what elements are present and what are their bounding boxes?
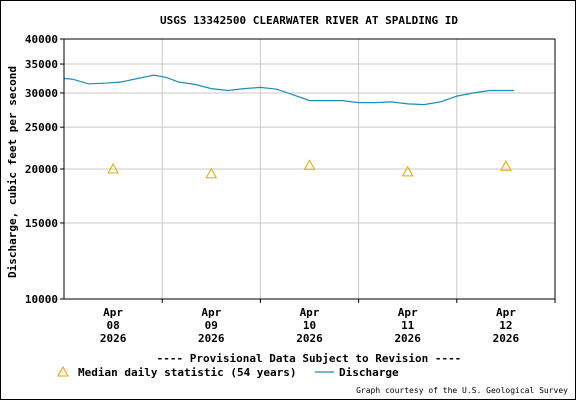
- plot-border: [63, 38, 556, 300]
- median-marker: [107, 162, 119, 174]
- x-tick-label: 08: [106, 319, 119, 332]
- y-tick-label: 10000: [25, 293, 58, 306]
- credit-text: Graph courtesy of the U.S. Geological Su…: [356, 386, 568, 395]
- x-tick-label: 09: [205, 319, 218, 332]
- y-tick-label: 40000: [25, 33, 58, 46]
- x-tick-label: 2026: [100, 332, 127, 345]
- y-axis-ticks: 10000 15000 20000 25000 30000 35000 40000: [25, 33, 64, 306]
- median-marker: [401, 165, 414, 177]
- x-tick-label: Apr: [300, 306, 320, 319]
- series-layer: [63, 74, 515, 179]
- y-tick-label: 25000: [25, 121, 58, 134]
- median-marker: [500, 160, 512, 171]
- x-tick-label: Apr: [398, 306, 418, 319]
- x-axis-ticks: Apr082026Apr092026Apr102026Apr112026Apr1…: [100, 299, 556, 345]
- x-tick-label: Apr: [496, 306, 516, 319]
- x-tick-label: Apr: [201, 306, 221, 319]
- provisional-note: ---- Provisional Data Subject to Revisio…: [157, 352, 462, 365]
- y-axis-label: Discharge, cubic feet per second: [6, 66, 19, 278]
- median-marker: [303, 159, 316, 170]
- chart-title: USGS 13342500 CLEARWATER RIVER AT SPALDI…: [160, 14, 458, 27]
- legend-discharge-label: Discharge: [339, 366, 399, 379]
- y-tick-label: 20000: [25, 163, 58, 176]
- y-tick-label: 35000: [25, 58, 58, 71]
- x-tick-label: Apr: [103, 306, 123, 319]
- x-tick-label: 2026: [198, 332, 225, 345]
- x-tick-label: 11: [401, 319, 415, 332]
- legend-median-label: Median daily statistic (54 years): [78, 366, 297, 379]
- x-tick-label: 2026: [296, 332, 323, 345]
- legend: Median daily statistic (54 years) Discha…: [57, 365, 399, 379]
- x-tick-label: 10: [303, 319, 316, 332]
- y-tick-label: 15000: [25, 217, 58, 230]
- discharge-line: [63, 74, 515, 106]
- legend-median-marker: [57, 365, 69, 377]
- x-tick-label: 12: [499, 319, 512, 332]
- median-marker: [205, 167, 218, 179]
- x-tick-label: 2026: [493, 332, 520, 345]
- y-tick-label: 30000: [25, 87, 58, 100]
- x-tick-label: 2026: [394, 332, 421, 345]
